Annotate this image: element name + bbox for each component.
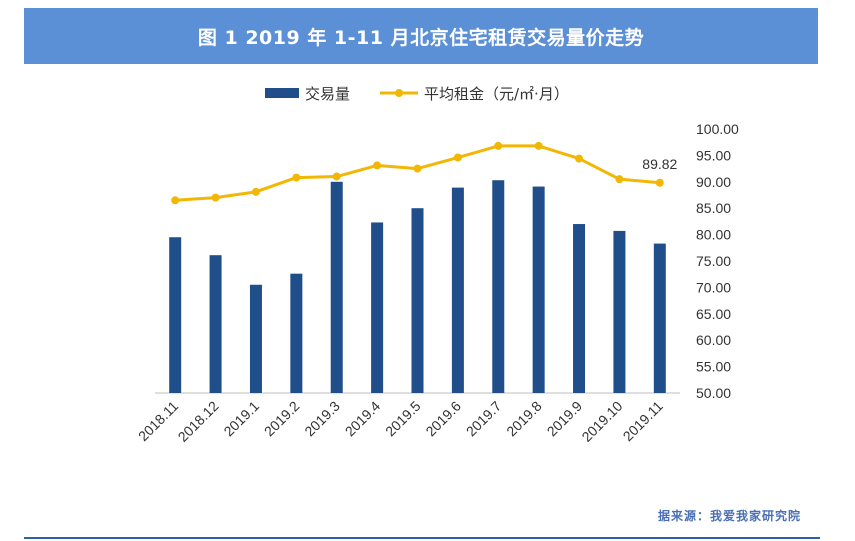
rent-point-2019.11 <box>655 178 664 187</box>
y-tick-label: 95.00 <box>696 147 731 163</box>
rent-point-2018.12 <box>211 193 220 202</box>
source-note: 据来源：我爱我家研究院 <box>657 509 801 523</box>
rent-point-2018.11 <box>171 196 180 205</box>
y-tick-label: 80.00 <box>696 227 731 243</box>
bar-2019.9 <box>573 224 586 393</box>
y-tick-label: 60.00 <box>696 332 731 348</box>
rent-point-2019.6 <box>453 153 462 162</box>
data-label: 89.82 <box>642 156 677 172</box>
rent-line <box>175 144 660 202</box>
x-tick-label: 2018.12 <box>175 398 222 445</box>
y-tick-label: 55.00 <box>696 359 731 375</box>
rent-point-2019.4 <box>373 161 382 170</box>
bar-2019.8 <box>532 186 545 393</box>
rent-point-2019.3 <box>332 172 341 181</box>
y-tick-label: 85.00 <box>696 200 731 216</box>
legend-label-line: 平均租金（元/㎡·月） <box>424 85 569 103</box>
x-tick-label: 2019.7 <box>463 398 505 440</box>
legend-swatch-bar <box>265 88 299 98</box>
y-tick-label: 75.00 <box>696 253 731 269</box>
chart-title-banner: 图 1 2019 年 1-11 月北京住宅租赁交易量价走势 <box>24 8 818 64</box>
y-tick-label: 65.00 <box>696 306 731 322</box>
x-tick-label: 2019.2 <box>261 398 303 440</box>
bar-2019.4 <box>371 222 384 393</box>
y-tick-label: 70.00 <box>696 279 731 295</box>
bar-2019.11 <box>653 243 666 393</box>
x-tick-label: 2018.11 <box>135 398 182 445</box>
chart-title: 图 1 2019 年 1-11 月北京住宅租赁交易量价走势 <box>197 26 645 49</box>
rent-point-2019.10 <box>615 175 624 184</box>
y-tick-label: 90.00 <box>696 174 731 190</box>
x-tick-label: 2019.10 <box>578 398 625 445</box>
bar-2018.11 <box>169 237 182 393</box>
y-tick-label: 100.00 <box>696 121 739 137</box>
x-tick-label: 2019.4 <box>342 398 384 440</box>
x-tick-label: 2019.11 <box>620 398 667 445</box>
bar-2019.5 <box>411 208 424 393</box>
bar-2019.10 <box>613 230 626 393</box>
bar-2019.3 <box>330 181 343 393</box>
bar-2019.2 <box>290 273 303 393</box>
rent-point-2019.2 <box>292 173 301 182</box>
rent-point-2019.9 <box>575 154 584 163</box>
x-tick-label: 2019.1 <box>220 398 262 440</box>
bar-2019.1 <box>249 284 262 393</box>
y-tick-label: 50.00 <box>696 385 731 401</box>
bar-2019.7 <box>492 180 505 393</box>
x-tick-label: 2019.3 <box>301 398 343 440</box>
x-tick-label: 2019.8 <box>503 398 545 440</box>
rent-point-2019.8 <box>534 141 543 150</box>
rent-point-2019.5 <box>413 164 422 173</box>
x-tick-label: 2019.5 <box>382 398 424 440</box>
x-tick-label: 2019.6 <box>422 398 464 440</box>
bottom-rule <box>24 537 820 539</box>
bar-2018.12 <box>209 255 222 393</box>
rent-point-2019.7 <box>494 141 503 150</box>
legend-label-bar: 交易量 <box>305 85 350 103</box>
bar-2019.6 <box>451 187 464 393</box>
legend-swatch-line-marker <box>395 89 403 97</box>
rent-point-2019.1 <box>251 187 260 196</box>
